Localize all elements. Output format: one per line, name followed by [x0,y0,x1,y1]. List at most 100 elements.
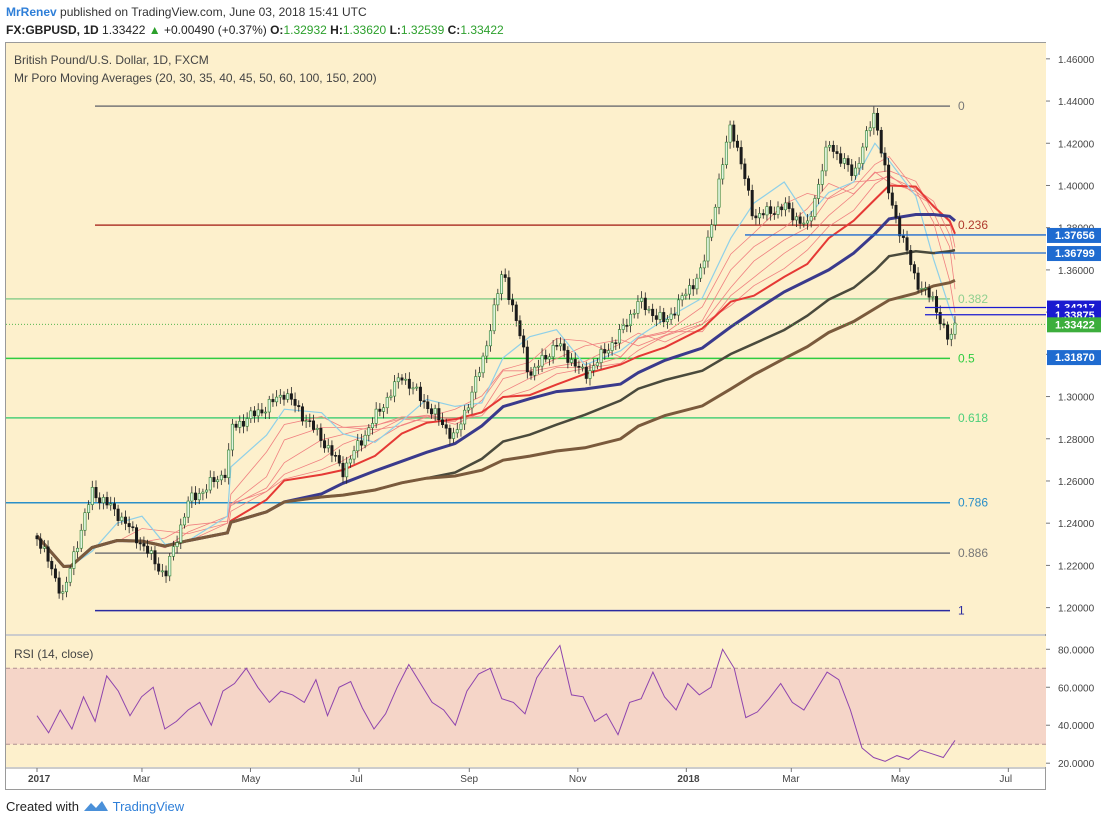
candle-body [219,474,223,481]
high-label: H: [330,23,343,37]
candle-body [496,293,500,306]
author-link[interactable]: MrRenev [6,5,57,19]
candle-body [267,399,271,413]
candle-body [171,546,175,557]
tradingview-link[interactable]: TradingView [112,799,185,814]
candle-body [212,477,216,482]
time-axis-label: 2017 [28,774,51,785]
candle-body [614,342,618,344]
candle-body [429,408,433,415]
candle-body [98,497,102,504]
candle-body [282,394,286,400]
candle-body [754,215,758,219]
candle-body [695,277,699,290]
candle-body [603,349,607,354]
price-axis-label: 1.20000 [1058,604,1095,615]
candle-body [842,158,846,164]
symbol-label: FX:GBPUSD, 1D [6,23,99,37]
candle-body [112,503,116,510]
rsi-axis-label: 20.0000 [1058,759,1095,770]
candle-body [894,204,898,218]
candle-body [205,489,209,493]
candle-body [400,377,404,381]
candle-body [909,250,913,265]
time-axis-label: May [241,774,260,785]
candle-body [713,206,717,226]
candle-body [378,408,382,412]
time-axis-label: Jul [350,774,363,785]
candle-body [625,325,629,327]
candle-body [367,427,371,436]
candle-body [109,503,113,506]
candle-body [680,295,684,301]
candle-body [850,164,854,176]
price-axis-label: 1.40000 [1058,181,1095,192]
rsi-line [36,644,956,762]
candle-body [651,308,655,316]
candle-body [135,527,139,544]
price-label-tag [1047,246,1101,262]
candle-body [138,542,142,545]
candle-body [739,147,743,165]
candle-body [879,129,883,154]
candle-body [234,423,238,428]
candle-body [153,550,157,565]
candle-body [323,440,327,449]
open-label: O: [270,23,284,37]
candle-body [861,146,865,164]
candle-body [116,508,120,521]
close-label: C: [447,23,461,37]
candle-body [691,285,695,290]
candle-body [938,312,942,325]
time-axis-label: Nov [569,774,587,785]
moving-average-line [36,155,956,567]
candle-body [573,359,577,367]
candle-body [876,112,880,131]
candle-body [345,462,349,478]
indicator-legend: Mr Poro Moving Averages (20, 30, 35, 40,… [14,71,377,85]
candle-body [750,190,754,217]
candle-body [562,343,566,351]
candle-body [35,535,39,540]
candle-body [64,581,68,593]
candle-body [308,420,312,422]
candle-body [794,216,798,221]
candle-body [558,343,562,347]
candle-body [197,493,201,501]
candle-body [905,237,909,251]
candle-body [382,407,386,412]
candle-body [743,163,747,179]
candle-body [271,399,275,403]
candle-body [76,547,80,553]
candle-body [710,224,714,238]
candle-body [912,264,916,274]
candle-body [806,220,810,224]
candle-body [249,410,253,419]
candle-body [617,329,621,344]
candle-body [311,420,315,430]
candle-body [747,178,751,191]
candle-body [846,158,850,166]
candle-body [658,312,662,320]
candle-body [53,568,57,579]
candle-body [758,213,762,219]
candle-body [632,312,636,315]
rsi-band [6,668,1046,745]
candle-body [186,500,190,518]
candle-body [227,449,231,479]
candle-body [588,370,592,379]
candle-body [175,542,179,547]
candle-body [39,538,43,549]
candle-body [787,202,791,209]
candle-body [374,408,378,424]
price-change: +0.00490 (+0.37%) [164,23,267,37]
candle-body [72,551,76,569]
candle-body [901,235,905,238]
candle-body [459,423,463,430]
candle-body [444,424,448,429]
candle-body [256,409,260,417]
candle-body [621,325,625,330]
time-axis-label: Mar [133,774,151,785]
candle-body [820,170,824,185]
